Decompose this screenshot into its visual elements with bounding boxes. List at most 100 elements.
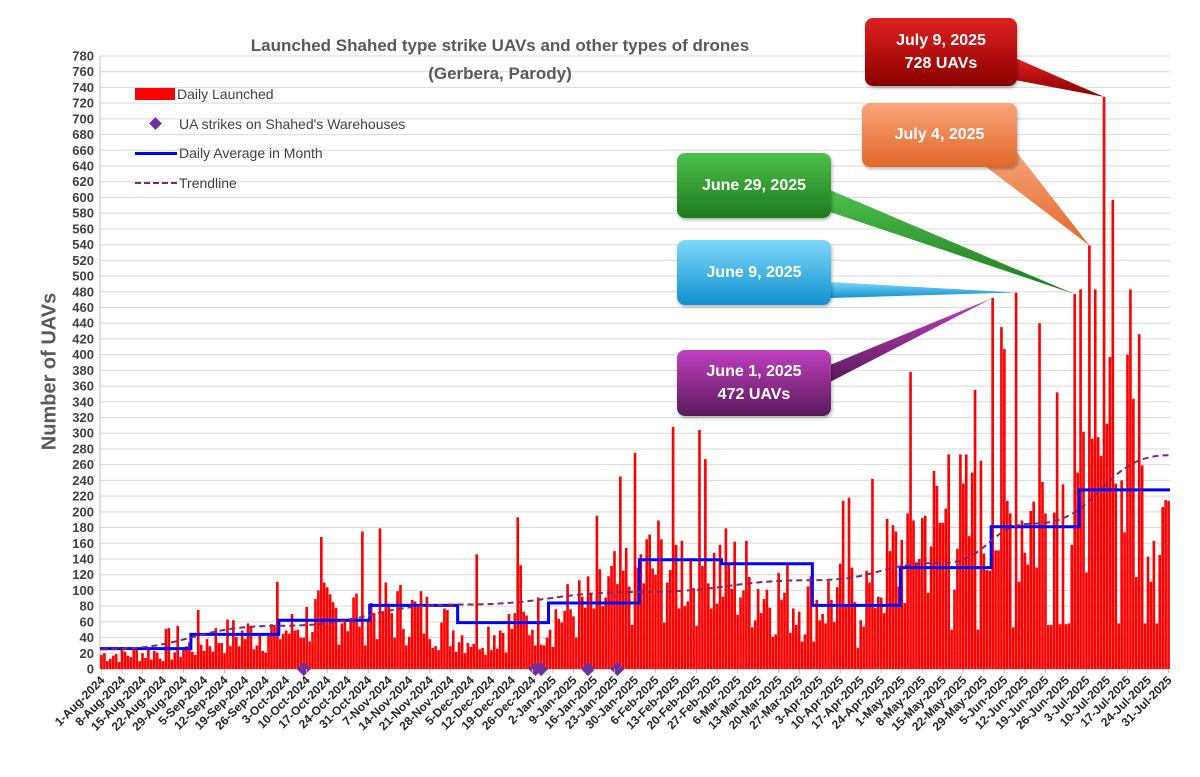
daily-bar: [188, 642, 191, 669]
daily-bar: [437, 650, 440, 669]
daily-bar: [278, 639, 282, 669]
daily-bar: [320, 536, 323, 669]
daily-bar: [431, 647, 435, 669]
daily-bar: [352, 597, 355, 669]
pointer-june-9: [830, 282, 1017, 298]
y-tick-label: 680: [72, 127, 94, 142]
legend-diamond-swatch: [135, 117, 177, 131]
daily-bar: [117, 661, 121, 669]
daily-bar: [346, 631, 350, 669]
daily-bar: [774, 634, 778, 669]
daily-bar: [777, 573, 780, 669]
daily-bar: [920, 518, 924, 669]
daily-bar: [1003, 349, 1006, 669]
daily-bar: [701, 566, 704, 669]
daily-bar: [791, 608, 795, 669]
daily-bar: [750, 627, 754, 669]
daily-bar: [305, 606, 308, 669]
daily-bar: [448, 646, 452, 669]
daily-bar: [1079, 289, 1082, 669]
daily-bar: [648, 534, 651, 669]
daily-bar: [607, 576, 610, 669]
daily-bar: [712, 552, 716, 669]
daily-bar: [454, 651, 458, 669]
callout-date: July 4, 2025: [894, 126, 985, 144]
daily-bar: [1146, 556, 1150, 669]
daily-bar: [994, 550, 997, 669]
daily-bar: [217, 643, 221, 669]
callout-date: June 29, 2025: [701, 176, 807, 194]
warehouse-strike-marker: [610, 661, 625, 677]
y-tick-label: 620: [72, 174, 94, 189]
daily-bar: [991, 298, 994, 669]
daily-bar: [1152, 540, 1156, 669]
pointer-july-9: [1015, 58, 1105, 97]
callout-count: 728 UAVs: [904, 55, 978, 72]
daily-bar: [894, 531, 898, 669]
daily-bar: [660, 539, 663, 669]
daily-bar: [173, 652, 177, 669]
daily-bar: [879, 597, 883, 669]
daily-bar: [498, 630, 502, 669]
callout-june-29: June 29, 2025: [677, 153, 831, 218]
daily-bar: [677, 608, 681, 669]
y-tick-label: 220: [72, 489, 94, 504]
daily-bar: [1134, 577, 1138, 669]
daily-bar: [923, 515, 927, 669]
daily-bar: [1108, 356, 1112, 669]
daily-bar: [399, 584, 402, 669]
daily-bar: [598, 569, 602, 669]
daily-bar: [1143, 623, 1147, 669]
daily-bar: [762, 599, 766, 669]
daily-bar: [240, 630, 244, 669]
daily-bar: [548, 629, 552, 669]
daily-bar: [797, 611, 801, 669]
daily-bar: [410, 599, 414, 669]
daily-bar: [504, 652, 508, 669]
daily-bar: [120, 646, 124, 669]
daily-bar: [413, 601, 417, 669]
daily-bar: [460, 635, 464, 669]
daily-bar: [1020, 520, 1024, 669]
y-tick-label: 660: [72, 143, 94, 158]
daily-bar: [944, 508, 948, 669]
y-tick-label: 560: [72, 221, 94, 236]
daily-bar: [325, 587, 329, 669]
daily-bar: [821, 613, 824, 669]
daily-bar: [1155, 623, 1159, 669]
daily-bar: [818, 620, 822, 669]
y-tick-label: 700: [72, 111, 94, 126]
y-tick-label: 340: [72, 394, 94, 409]
daily-bar: [815, 599, 819, 669]
daily-bar: [560, 622, 564, 669]
daily-bar: [463, 653, 467, 669]
daily-bar: [322, 582, 326, 669]
daily-bar: [182, 650, 185, 669]
daily-bar: [141, 653, 144, 669]
daily-bar: [507, 613, 511, 669]
daily-bar: [331, 602, 335, 669]
daily-bar: [765, 589, 769, 669]
daily-bar: [1082, 431, 1085, 669]
daily-bar: [794, 624, 798, 669]
daily-bar: [1117, 623, 1121, 669]
daily-bar: [534, 645, 537, 669]
daily-bar: [428, 639, 432, 669]
daily-bar: [528, 635, 531, 669]
daily-bar: [833, 621, 836, 669]
daily-bar: [407, 636, 411, 669]
daily-bar: [1035, 567, 1038, 669]
daily-bar: [706, 583, 710, 669]
daily-bar: [302, 637, 306, 669]
daily-bar: [557, 618, 561, 669]
daily-bar: [1026, 564, 1030, 669]
daily-bar: [739, 597, 742, 669]
daily-bar: [918, 558, 921, 669]
y-tick-label: 460: [72, 300, 94, 315]
y-tick-label: 180: [72, 520, 94, 535]
daily-bar: [748, 577, 751, 669]
daily-bar: [290, 613, 294, 669]
daily-bar: [580, 596, 584, 669]
daily-bar: [654, 574, 657, 669]
